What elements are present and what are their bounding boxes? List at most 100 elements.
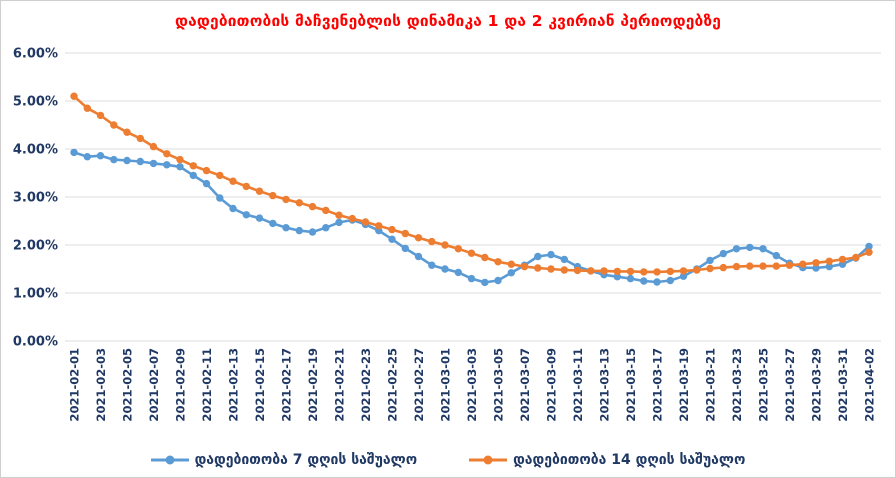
x-axis-tick-label: 2021-02-15 (253, 348, 267, 422)
data-point-avg7 (216, 194, 224, 202)
x-axis-tick-label: 2021-02-01 (68, 348, 82, 422)
x-axis-tick-label: 2021-02-27 (412, 348, 426, 422)
data-point-avg7 (295, 226, 303, 235)
legend-marker-14-day-icon (469, 455, 508, 465)
data-point-avg14 (269, 191, 277, 200)
data-point-avg14 (375, 222, 383, 230)
data-point-avg14 (812, 259, 820, 267)
data-point-avg7 (123, 156, 131, 165)
data-point-avg7 (441, 265, 449, 273)
y-axis-tick-label: 3.00% (13, 191, 58, 206)
data-point-avg7 (772, 251, 780, 260)
data-point-avg7 (255, 214, 264, 222)
y-axis-tick-label: 0.00% (13, 335, 58, 350)
x-axis-tick-label: 2021-02-17 (280, 348, 294, 422)
data-point-avg14 (759, 262, 767, 270)
data-point-avg14 (189, 162, 197, 170)
data-point-avg14 (507, 260, 515, 268)
data-point-avg14 (163, 150, 171, 158)
data-point-avg14 (322, 206, 330, 215)
x-axis-tick-label: 2021-02-13 (227, 348, 241, 422)
data-point-avg7 (507, 269, 515, 277)
x-axis-tick-label: 2021-03-27 (783, 348, 797, 422)
data-point-avg14 (295, 199, 303, 207)
data-point-avg7 (679, 272, 688, 280)
data-point-avg14 (547, 265, 555, 273)
data-point-avg14 (361, 218, 370, 226)
x-axis-tick-label: 2021-03-15 (624, 348, 638, 422)
x-axis-tick-label: 2021-02-09 (174, 348, 188, 422)
data-point-avg14 (454, 245, 462, 253)
data-point-avg7 (414, 252, 423, 261)
y-axis-tick-label: 2.00% (13, 239, 58, 254)
x-axis-tick-label: 2021-02-05 (121, 348, 135, 422)
data-point-avg14 (335, 211, 343, 219)
data-point-avg7 (322, 224, 330, 232)
x-axis-tick-label: 2021-03-07 (518, 348, 532, 422)
data-point-avg14 (467, 249, 476, 257)
data-point-avg7 (242, 211, 250, 219)
data-point-avg7 (454, 268, 462, 277)
x-axis-tick-label: 2021-03-19 (677, 348, 691, 422)
data-point-avg7 (189, 171, 197, 180)
x-axis-tick-label: 2021-02-19 (306, 348, 320, 422)
data-point-avg14 (123, 128, 131, 136)
data-point-avg7 (746, 243, 754, 252)
data-point-avg14 (401, 229, 409, 238)
data-point-avg14 (587, 267, 595, 275)
y-axis-tick-label: 1.00% (13, 287, 58, 302)
data-point-avg14 (772, 262, 780, 270)
data-point-avg14 (719, 263, 727, 272)
data-point-avg7 (812, 264, 820, 272)
data-point-avg14 (136, 134, 144, 143)
data-point-avg14 (202, 166, 211, 175)
data-point-avg7 (282, 224, 290, 232)
data-point-avg14 (70, 92, 78, 100)
data-point-avg7 (732, 245, 741, 253)
legend-item-7-day-average: დადებითობა 7 დღის საშუალო (150, 452, 417, 468)
x-axis-tick-label: 2021-03-29 (810, 348, 824, 422)
data-point-avg14 (242, 182, 250, 191)
data-point-avg7 (825, 262, 833, 271)
data-point-avg7 (626, 274, 635, 283)
x-axis-tick-label: 2021-03-25 (757, 348, 771, 422)
data-point-avg7 (613, 273, 621, 281)
data-point-avg7 (428, 261, 436, 269)
x-axis-tick-label: 2021-02-03 (94, 348, 108, 422)
x-axis-tick-label: 2021-03-11 (571, 348, 585, 422)
data-point-avg14 (666, 267, 674, 276)
data-point-avg7 (70, 148, 78, 157)
data-point-avg7 (110, 155, 118, 164)
y-axis-tick-label: 5.00% (13, 95, 58, 110)
data-point-avg7 (308, 228, 317, 236)
data-point-avg7 (136, 157, 144, 166)
data-point-avg14 (255, 187, 264, 195)
data-point-avg14 (83, 104, 92, 112)
legend-marker-7-day-icon (150, 455, 189, 465)
data-point-avg14 (838, 255, 847, 264)
data-point-avg7 (640, 277, 648, 285)
data-point-avg14 (176, 155, 184, 164)
data-point-avg7 (149, 159, 158, 168)
data-point-avg14 (785, 261, 794, 269)
data-point-avg7 (494, 276, 502, 285)
data-point-avg14 (732, 262, 741, 271)
data-point-avg14 (852, 253, 860, 262)
data-point-avg14 (149, 142, 158, 151)
data-point-avg7 (176, 163, 184, 171)
data-point-avg7 (202, 179, 211, 188)
data-point-avg14 (693, 266, 701, 274)
legend-label-14-day-average: დადებითობა 14 დღის საშუალო (513, 452, 746, 468)
data-point-avg7 (229, 204, 237, 213)
data-point-avg14 (653, 268, 661, 276)
data-point-avg7 (706, 256, 714, 265)
x-axis-tick-label: 2021-02-25 (386, 348, 400, 422)
x-axis-tick-label: 2021-03-03 (465, 348, 479, 422)
data-point-avg7 (467, 274, 476, 283)
data-point-avg7 (96, 152, 105, 160)
data-point-avg14 (626, 267, 635, 276)
x-axis-tick-label: 2021-03-01 (439, 348, 453, 422)
x-axis-tick-label: 2021-03-13 (598, 348, 612, 422)
